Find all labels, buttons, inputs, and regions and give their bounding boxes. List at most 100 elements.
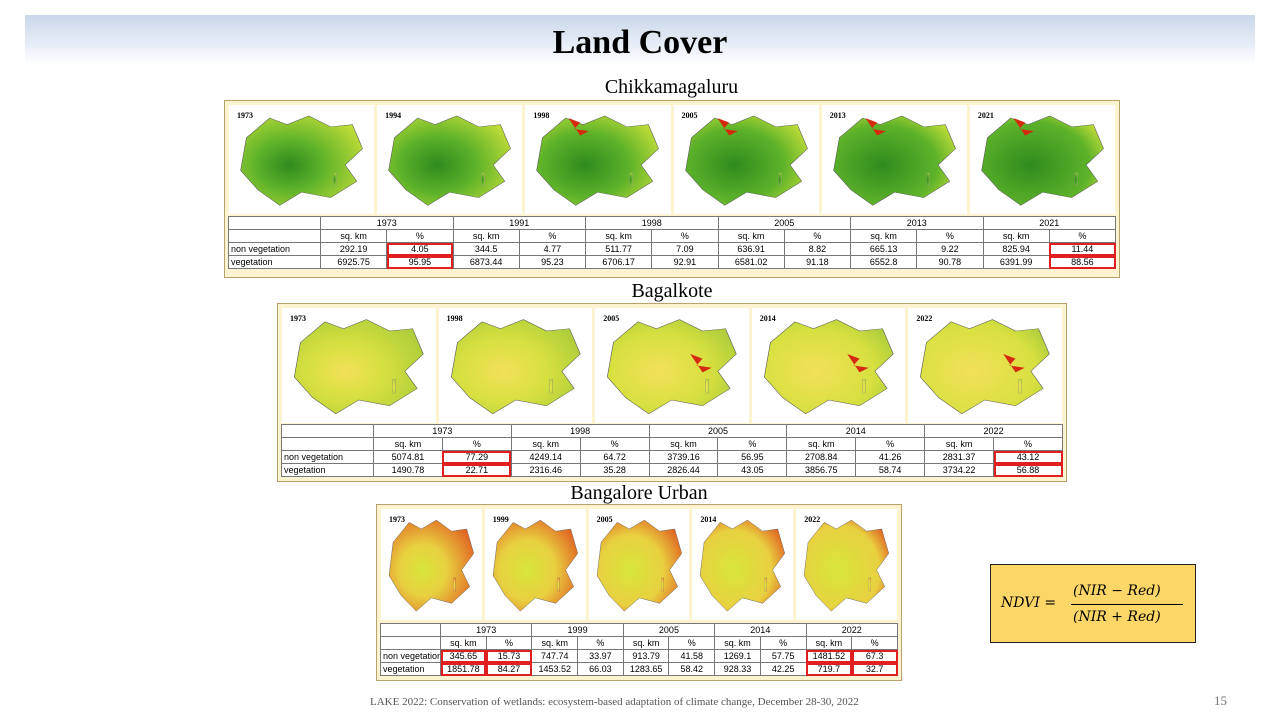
year-header: 2013 (850, 216, 984, 230)
table-cell: 84.27 (485, 662, 533, 676)
table-cell: 928.33 (714, 662, 761, 676)
table-cell: 6391.99 (982, 255, 1050, 269)
table-cell: 1269.1 (714, 649, 761, 663)
table-cell: 636.91 (717, 242, 785, 256)
map-year: 1998 (446, 314, 463, 323)
year-header-row: 1973 1991 1998 2005 2013 2021 (228, 216, 1116, 230)
ndvi-map: 1998 (525, 105, 671, 214)
table-cell: 292.19 (319, 242, 388, 256)
table-cell: 15.73 (485, 649, 533, 663)
table-cell: 511.77 (584, 242, 653, 256)
table-cell: 42.25 (759, 662, 807, 676)
table-cell: 6925.75 (319, 255, 388, 269)
table-cell: 33.97 (577, 649, 624, 663)
ndvi-map: 1973 (282, 308, 436, 423)
ndvi-map: 2005 (588, 509, 690, 620)
table-cell: 4.05 (386, 242, 454, 256)
year-header: 2022 (805, 623, 898, 637)
map-shape (450, 319, 581, 415)
year-header: 1998 (510, 424, 650, 438)
table-cell: 825.94 (982, 242, 1050, 256)
map-year: 1999 (492, 515, 509, 524)
table-cell: 64.72 (579, 450, 650, 464)
table-cell: 8.82 (783, 242, 852, 256)
pct-header: % (668, 636, 716, 650)
ndvi-lhs: NDVI = (1001, 595, 1057, 611)
table-cell: 6581.02 (717, 255, 785, 269)
area-header: sq. km (648, 437, 719, 451)
unit-header-row: sq. km% sq. km% sq. km% sq. km% sq. km% (380, 636, 898, 650)
bagalkote-panel: 1973 1998 2005 2014 2022 1973 1998 2005 2014 2022… (277, 303, 1067, 482)
table-cell: 6873.44 (452, 255, 520, 269)
page-number: 15 (1214, 693, 1227, 708)
table-cell: 58.42 (668, 662, 716, 676)
map-year: 2005 (603, 314, 620, 323)
area-header: sq. km (786, 437, 857, 451)
area-header: sq. km (924, 437, 995, 451)
table-cell: 3739.16 (648, 450, 719, 464)
ndvi-formula: NDVI = (NIR − Red) (NIR + Red) (990, 564, 1196, 643)
map-shape (804, 519, 890, 612)
ndvi-map: 1998 (438, 308, 593, 423)
unit-header-row: sq. km% sq. km% sq. km% sq. km% sq. km% sq. k… (228, 229, 1117, 243)
map-shape (981, 115, 1104, 206)
map-year: 2013 (829, 111, 846, 120)
table-row: vegetation 1490.78 22.71 2316.46 35.28 2826.4… (281, 463, 1063, 477)
year-header: 2005 (717, 216, 851, 230)
table-cell: 344.5 (452, 242, 520, 256)
area-header: sq. km (622, 636, 670, 650)
slide-title: Land Cover (552, 24, 728, 61)
table-row: vegetation 6925.75 95.95 6873.44 95.23 6706.1… (228, 255, 1117, 269)
table-cell: 32.7 (851, 662, 898, 676)
pct-header: % (783, 229, 852, 243)
table-cell: 56.95 (717, 450, 788, 464)
chikkamagaluru-panel: 1973 1994 1998 2005 2013 2021 1973 1991 1998 2005… (224, 100, 1120, 278)
ndvi-map: 2022 (908, 308, 1062, 423)
map-shape (536, 115, 660, 206)
footer-text: LAKE 2022: Conservation of wetlands: eco… (370, 696, 859, 708)
table-row: vegetation 1851.78 84.27 1453.52 66.03 1283.6… (380, 662, 898, 676)
map-year: 1973 (389, 515, 405, 524)
table-cell: 9.22 (916, 242, 984, 256)
table-row: non vegetation 5074.81 77.29 4249.14 64.72 37… (281, 450, 1063, 464)
table-cell: 1481.52 (805, 649, 853, 663)
map-shape (596, 519, 682, 612)
year-header: 1999 (531, 623, 624, 637)
table-cell: 6706.17 (584, 255, 653, 269)
area-header: sq. km (373, 437, 443, 451)
table-cell: 1283.65 (622, 662, 670, 676)
map-year: 2014 (759, 314, 776, 323)
year-header: 2005 (648, 424, 788, 438)
map-shape (240, 115, 363, 206)
year-header: 1973 (320, 216, 454, 230)
table-cell: 665.13 (849, 242, 918, 256)
land-cover-table: 1973 1998 2005 2014 2022 sq. km% sq. km% sq. km… (281, 424, 1063, 477)
table-cell: 58.74 (855, 463, 926, 477)
map-year: 1994 (385, 111, 402, 120)
row-label: non vegetation (281, 450, 374, 464)
area-header: sq. km (849, 229, 918, 243)
table-cell: 41.58 (668, 649, 716, 663)
map-year: 1998 (533, 111, 550, 120)
table-cell: 66.03 (577, 662, 624, 676)
bangalore-urban-panel: 1973 1999 2005 2014 2022 1973 1999 2005 2014 2022… (376, 504, 902, 681)
ndvi-map: 2005 (595, 308, 749, 423)
pct-header: % (1048, 229, 1117, 243)
table-cell: 6552.8 (849, 255, 918, 269)
table-cell: 56.88 (993, 463, 1063, 477)
map-strip: 1973 1998 2005 2014 2022 (282, 308, 1062, 423)
area-header: sq. km (717, 229, 785, 243)
map-year: 2014 (700, 515, 717, 524)
year-header: 1973 (373, 424, 512, 438)
table-cell: 2826.44 (648, 463, 719, 477)
table-cell: 719.7 (805, 662, 853, 676)
year-header-row: 1973 1998 2005 2014 2022 (281, 424, 1063, 438)
table-cell: 3734.22 (924, 463, 995, 477)
table-cell: 4.77 (518, 242, 587, 256)
ndvi-map: 2022 (796, 509, 897, 620)
year-header: 2021 (982, 216, 1116, 230)
table-cell: 7.09 (651, 242, 719, 256)
ndvi-map: 1973 (229, 105, 375, 214)
ndvi-map: 1973 (381, 509, 482, 620)
pct-header: % (386, 229, 454, 243)
